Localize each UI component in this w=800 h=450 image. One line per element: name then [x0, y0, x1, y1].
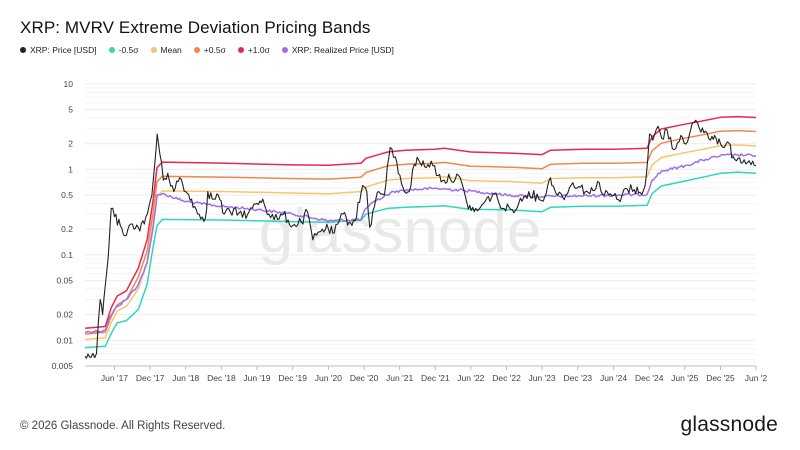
x-tick-label: Dec '21 — [421, 373, 450, 383]
legend-item-plus-half-sigma[interactable]: +0.5σ — [193, 45, 226, 55]
x-tick-label: Jun '19 — [243, 373, 270, 383]
x-tick-label: Jun '25 — [671, 373, 698, 383]
x-tick-label: Dec '19 — [278, 373, 307, 383]
x-tick-label: Jun '21 — [386, 373, 413, 383]
mean-line — [84, 144, 757, 341]
y-tick-label: 0.005 — [52, 361, 74, 371]
legend-item-realized-price[interactable]: XRP: Realized Price [USD] — [281, 45, 394, 55]
legend-dot-realized-price — [281, 47, 288, 53]
y-tick-label: 0.01 — [56, 335, 73, 345]
x-tick-label: Dec '24 — [635, 373, 664, 383]
legend-item-mean[interactable]: Mean — [150, 45, 182, 55]
realized-price-line — [84, 153, 757, 334]
legend-dot-plus-one-sigma — [237, 47, 244, 53]
legend-dot-mean — [150, 47, 157, 53]
legend-item-plus-one-sigma[interactable]: +1.0σ — [237, 45, 270, 55]
legend-label-mean: Mean — [160, 45, 182, 55]
glassnode-logo: glassnode — [680, 413, 778, 436]
y-tick-label: 0.5 — [61, 190, 73, 200]
x-tick-label: Dec '25 — [706, 373, 735, 383]
chart-legend: XRP: Price [USD] -0.5σ Mean +0.5σ +1.0σ … — [20, 45, 394, 55]
x-tick-label: Jun '22 — [457, 373, 484, 383]
x-tick-label: Dec '17 — [136, 373, 165, 383]
legend-label-realized-price: XRP: Realized Price [USD] — [291, 45, 394, 55]
legend-dot-price — [20, 47, 26, 53]
y-tick-label: 5 — [68, 105, 73, 115]
plus-one-sigma-line — [84, 115, 757, 330]
x-tick-label: Dec '22 — [492, 373, 521, 383]
x-tick-label: Dec '23 — [564, 373, 593, 383]
x-tick-label: Jun '20 — [315, 373, 342, 383]
legend-label-plus-half-sigma: +0.5σ — [203, 45, 226, 55]
legend-item-price[interactable]: XRP: Price [USD] — [20, 45, 97, 55]
x-tick-label: Jun '2 — [745, 373, 768, 383]
minus-half-sigma-line — [84, 171, 757, 349]
y-tick-label: 0.02 — [56, 310, 73, 320]
y-tick-label: 2 — [68, 139, 73, 149]
legend-label-plus-one-sigma: +1.0σ — [247, 45, 270, 55]
x-tick-label: Jun '24 — [600, 373, 627, 383]
legend-item-minus-half-sigma[interactable]: -0.5σ — [108, 45, 139, 55]
y-tick-label: 0.2 — [61, 224, 73, 234]
legend-label-minus-half-sigma: -0.5σ — [118, 45, 139, 55]
legend-label-price: XRP: Price [USD] — [30, 45, 97, 55]
watermark: glassnode — [259, 197, 542, 266]
x-tick-label: Jun '17 — [101, 373, 128, 383]
y-tick-label: 1 — [68, 164, 73, 174]
footer-copyright: © 2026 Glassnode. All Rights Reserved. — [20, 420, 226, 432]
y-tick-label: 0.1 — [61, 250, 73, 260]
x-tick-label: Dec '18 — [207, 373, 236, 383]
price-line — [84, 119, 757, 359]
y-tick-label: 0.05 — [56, 276, 73, 286]
legend-dot-plus-half-sigma — [193, 47, 200, 53]
legend-dot-minus-half-sigma — [108, 47, 115, 53]
x-tick-label: Dec '20 — [350, 373, 379, 383]
chart-title: XRP: MVRV Extreme Deviation Pricing Band… — [20, 18, 371, 37]
y-tick-label: 10 — [64, 79, 74, 89]
x-tick-label: Jun '23 — [529, 373, 556, 383]
x-tick-label: Jun '18 — [172, 373, 199, 383]
